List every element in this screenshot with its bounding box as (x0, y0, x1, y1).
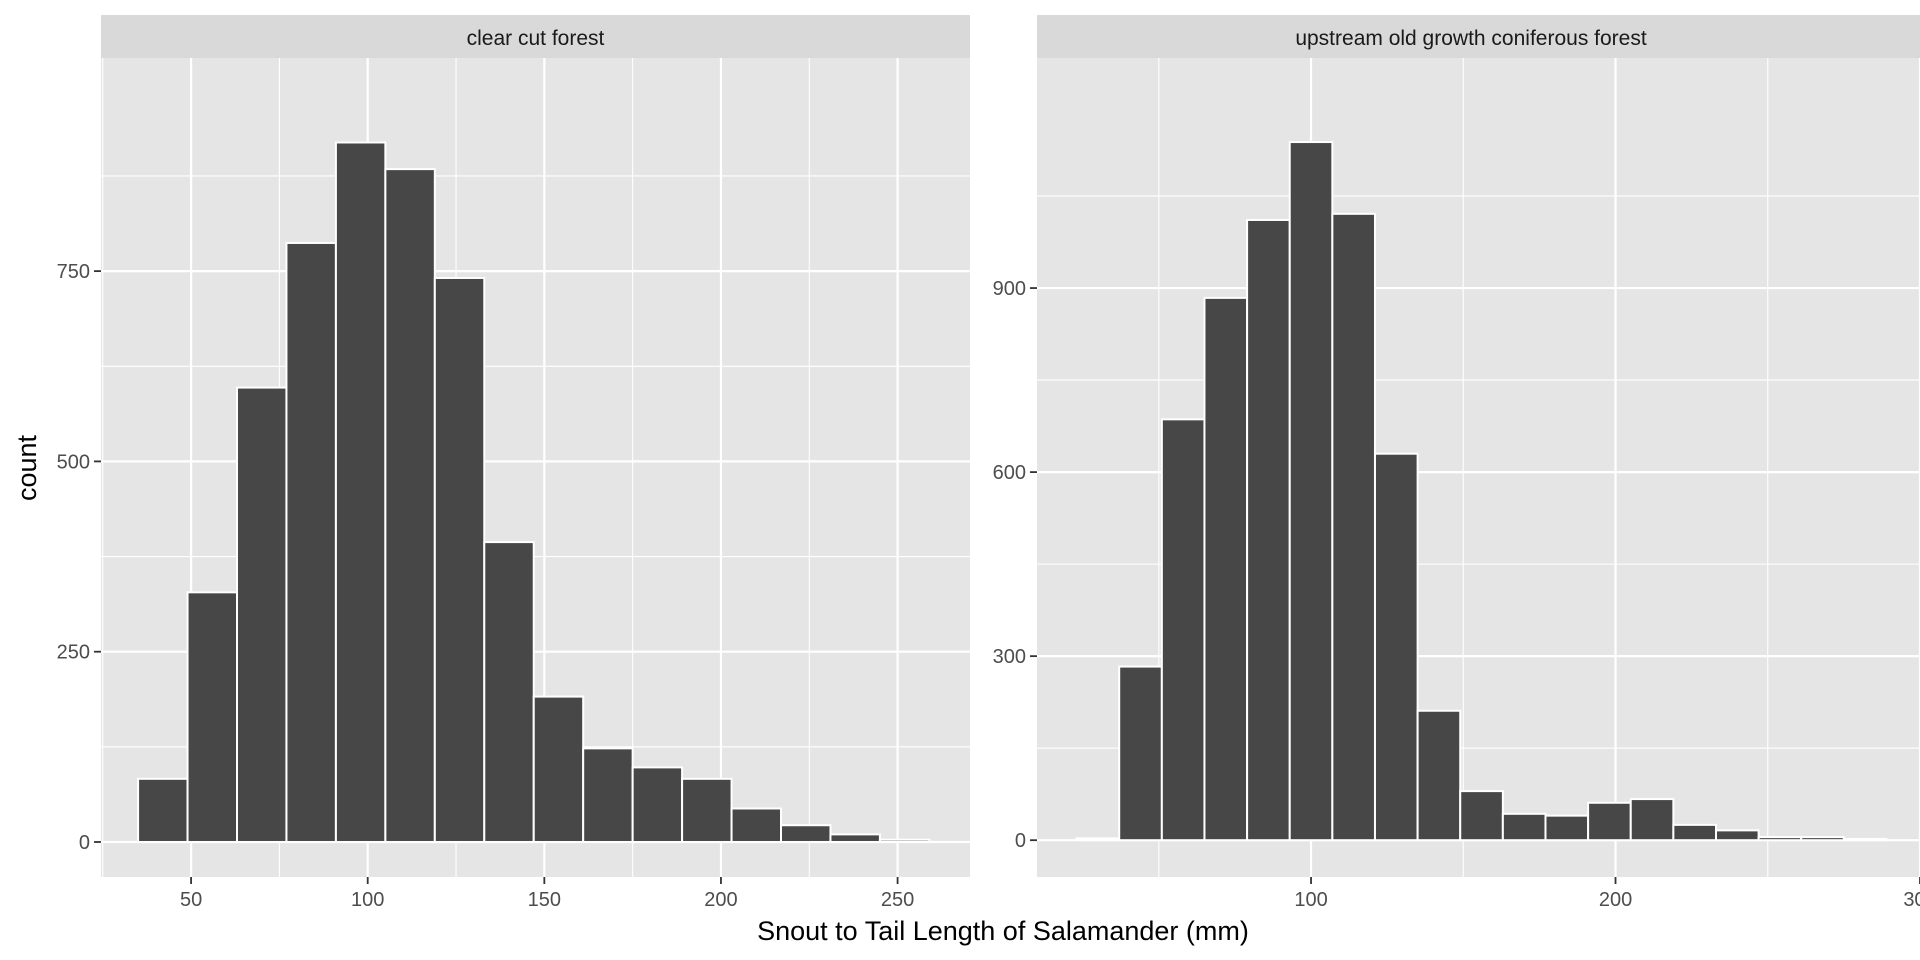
y-tick-label: 0 (1015, 830, 1026, 852)
facet-strip-title: clear cut forest (467, 27, 605, 50)
y-tick-label: 900 (993, 278, 1026, 300)
histogram-bar (1629, 798, 1675, 842)
histogram-bar (1757, 836, 1803, 842)
histogram-bar (1203, 296, 1249, 842)
histogram-bar (384, 168, 436, 843)
x-tick-label: 200 (1599, 889, 1632, 911)
facet-strip-title: upstream old growth coniferous forest (1295, 27, 1647, 50)
x-tick-label: 250 (881, 889, 914, 911)
histogram-bar (1416, 709, 1462, 842)
histogram-bars (1075, 141, 1888, 842)
histogram-bar (1118, 665, 1163, 842)
y-axis-ticks: 0 300 600 900 (993, 278, 1037, 852)
y-tick-label: 0 (79, 832, 90, 854)
facet-panel-old-growth: upstream old growth coniferous forest 0 3… (993, 15, 1920, 911)
histogram-bar (1288, 141, 1334, 842)
facet-strip-background (101, 15, 970, 58)
histogram-bar (1075, 837, 1121, 842)
facet-strip-background (1037, 15, 1920, 58)
histogram-bar (186, 591, 239, 843)
histogram-bar (1544, 814, 1590, 842)
histogram-bar (582, 747, 634, 843)
histogram-bars (137, 141, 931, 843)
histogram-bar (532, 695, 585, 843)
histogram-bar (433, 276, 486, 843)
x-axis-ticks: 100 200 300 (1294, 877, 1920, 911)
histogram-bar (285, 241, 337, 843)
x-tick-label: 300 (1903, 889, 1920, 911)
histogram-bar (1373, 452, 1419, 842)
histogram-bar (878, 838, 931, 843)
histogram-bar (1331, 212, 1376, 842)
y-tick-label: 750 (57, 261, 90, 283)
histogram-bar (236, 386, 288, 843)
histogram-bar (780, 824, 832, 843)
histogram-bar (1714, 829, 1760, 842)
facet-panel-clear-cut: clear cut forest 0 250 500 750 50 100 150 200 2… (57, 15, 970, 911)
histogram-bar (1672, 823, 1717, 842)
y-tick-label: 600 (993, 462, 1026, 484)
histogram-bar (730, 807, 783, 843)
histogram-bar (1246, 218, 1291, 842)
histogram-bar (1501, 812, 1547, 842)
histogram-bar (631, 766, 684, 843)
x-tick-label: 50 (180, 889, 202, 911)
y-tick-label: 500 (57, 451, 90, 473)
y-tick-label: 300 (993, 646, 1026, 668)
x-tick-label: 200 (704, 889, 737, 911)
histogram-bar (1459, 790, 1504, 842)
histogram-bar (483, 541, 535, 843)
x-tick-label: 100 (1294, 889, 1327, 911)
x-tick-label: 150 (528, 889, 561, 911)
histogram-bar (829, 833, 881, 843)
y-tick-label: 250 (57, 642, 90, 664)
x-tick-label: 100 (351, 889, 384, 911)
histogram-bar (1160, 418, 1206, 842)
x-axis-ticks: 50 100 150 200 250 (180, 877, 914, 911)
histogram-bar (1800, 836, 1845, 842)
histogram-bar (334, 141, 387, 843)
histogram-bar (681, 777, 733, 843)
histogram-bar (137, 777, 189, 843)
y-axis-ticks: 0 250 500 750 (57, 261, 101, 854)
x-axis-title: Snout to Tail Length of Salamander (mm) (757, 916, 1249, 946)
y-axis-title: count (12, 434, 42, 501)
histogram-bar (1587, 801, 1632, 842)
histogram-bar (1842, 837, 1888, 842)
